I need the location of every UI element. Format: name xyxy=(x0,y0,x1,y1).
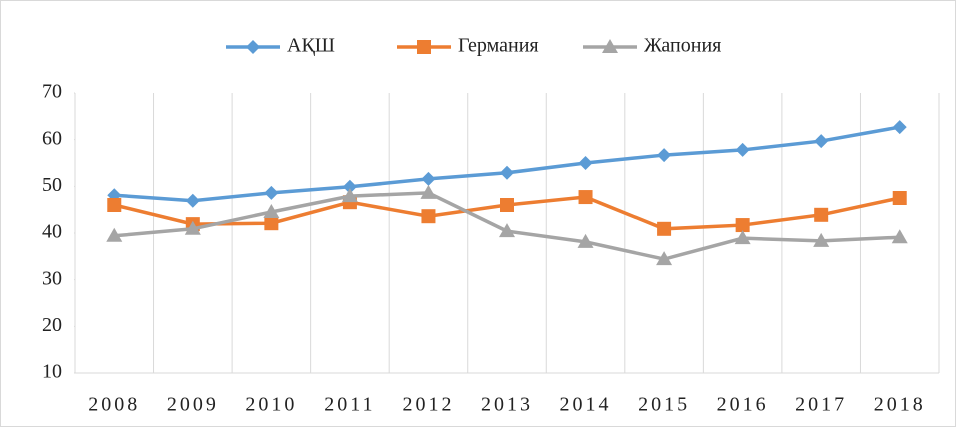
y-tick-label: 60 xyxy=(42,127,62,149)
data-point xyxy=(814,134,829,149)
data-point xyxy=(185,193,200,208)
data-point xyxy=(500,198,514,212)
y-tick-label: 40 xyxy=(42,221,62,243)
y-tick-label: 10 xyxy=(42,361,62,383)
data-point xyxy=(734,230,751,245)
legend-marker xyxy=(246,40,260,54)
legend-marker xyxy=(417,40,431,54)
data-point xyxy=(106,227,123,242)
data-point xyxy=(892,120,907,135)
data-point xyxy=(891,229,908,244)
data-point xyxy=(263,204,280,218)
x-tick-label: 2010 xyxy=(245,394,297,416)
x-tick-label: 2018 xyxy=(874,394,926,416)
data-point xyxy=(813,232,830,247)
x-tick-label: 2011 xyxy=(324,394,375,416)
data-point xyxy=(499,223,515,238)
x-tick-label: 2009 xyxy=(167,394,219,416)
x-tick-label: 2015 xyxy=(638,394,690,416)
y-tick-label: 20 xyxy=(42,314,62,336)
data-point xyxy=(892,191,907,205)
data-point xyxy=(184,220,201,235)
data-point xyxy=(107,198,122,212)
data-point xyxy=(341,188,358,203)
data-point xyxy=(578,156,593,170)
data-point xyxy=(421,209,436,224)
data-point xyxy=(657,221,672,236)
data-point xyxy=(421,171,436,186)
x-tick-label: 2012 xyxy=(402,394,454,416)
x-tick-label: 2014 xyxy=(560,394,612,416)
data-point xyxy=(735,142,750,157)
data-point xyxy=(264,216,279,231)
y-tick-label: 50 xyxy=(42,174,62,196)
data-point xyxy=(264,185,279,200)
legend-label: Германия xyxy=(458,35,539,57)
data-point xyxy=(656,251,673,266)
x-tick-label: 2017 xyxy=(795,394,847,416)
y-tick-label: 30 xyxy=(42,267,62,289)
x-tick-label: 2008 xyxy=(88,394,140,416)
data-point xyxy=(735,218,750,233)
data-point xyxy=(342,179,357,194)
data-point xyxy=(578,190,593,205)
legend-label: Жапония xyxy=(644,35,721,57)
x-tick-label: 2016 xyxy=(717,394,769,416)
data-point xyxy=(577,233,594,248)
data-point xyxy=(814,207,829,222)
y-tick-label: 70 xyxy=(42,81,62,103)
data-point xyxy=(420,184,437,199)
legend-marker xyxy=(602,39,618,53)
legend-label: АҚШ xyxy=(287,35,335,57)
data-point xyxy=(500,165,514,180)
x-tick-label: 2013 xyxy=(481,394,533,416)
data-point xyxy=(657,148,672,163)
